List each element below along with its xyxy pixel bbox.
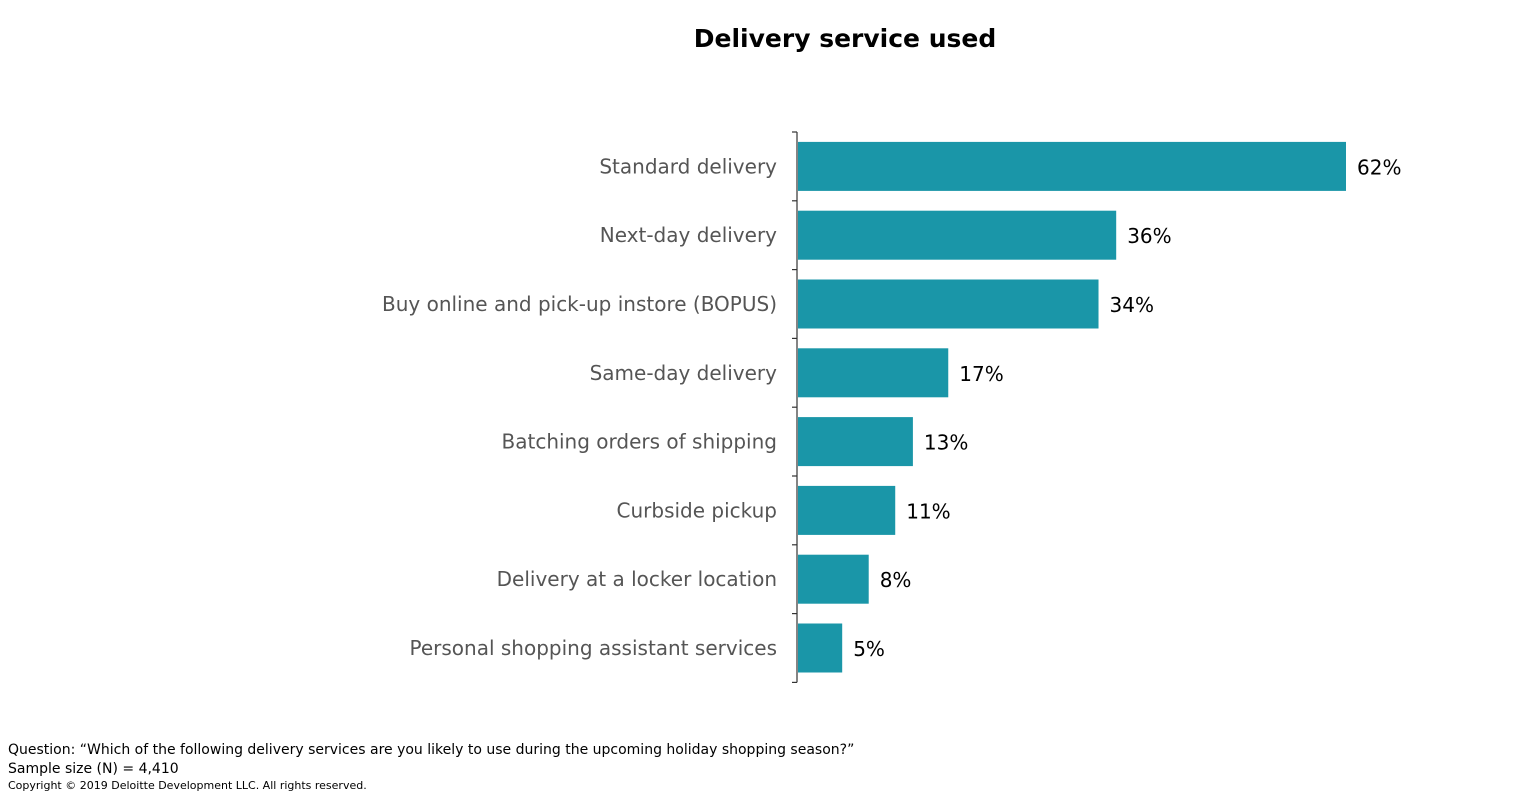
footnote-question: Question: “Which of the following delive… [8, 742, 855, 758]
category-label: Same-day delivery [590, 361, 778, 385]
category-label: Personal shopping assistant services [410, 636, 778, 660]
bar [798, 485, 896, 535]
bar [798, 417, 913, 467]
category-label: Delivery at a locker location [497, 567, 777, 591]
bar [798, 554, 869, 604]
data-label: 13% [924, 431, 968, 455]
bar [798, 141, 1346, 191]
data-label: 8% [880, 568, 912, 592]
category-label: Next-day delivery [600, 223, 777, 247]
data-label: 62% [1357, 155, 1401, 179]
data-label: 34% [1110, 293, 1154, 317]
category-label: Batching orders of shipping [502, 430, 778, 454]
footnote-sample-size: Sample size (N) = 4,410 [8, 761, 179, 777]
chart-title: Delivery service used [693, 24, 997, 53]
data-label: 5% [853, 637, 885, 661]
bar [798, 348, 949, 398]
data-label: 36% [1127, 224, 1171, 248]
data-label: 17% [959, 362, 1003, 386]
footnote-copyright: Copyright © 2019 Deloitte Development LL… [8, 779, 367, 792]
bar [798, 623, 843, 673]
category-label: Curbside pickup [617, 498, 777, 522]
category-label: Buy online and pick-up instore (BOPUS) [382, 292, 777, 316]
bar [798, 279, 1099, 329]
bar [798, 210, 1117, 260]
category-label: Standard delivery [599, 154, 777, 178]
data-label: 11% [906, 499, 950, 523]
